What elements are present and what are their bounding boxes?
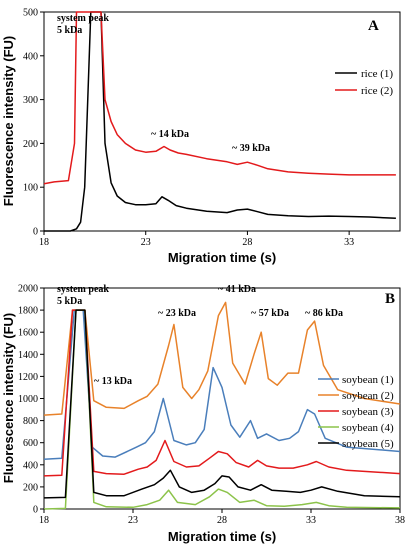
panel-b-annotation-system-peak: system peak bbox=[57, 284, 109, 295]
panel-b-y-tick-label: 600 bbox=[23, 438, 38, 449]
panel-b-y-axis-label: Fluorescence intensity (FU) bbox=[1, 313, 16, 483]
panel-b-legend-soybean-2: soybean (2) bbox=[342, 390, 394, 402]
panel-b-annotation-23kda: ~ 23 kDa bbox=[158, 308, 196, 319]
panel-b-x-tick-label: 33 bbox=[306, 515, 316, 526]
panel-a-x-tick-label: 28 bbox=[242, 237, 252, 248]
panel-b-chart: 18 23 28 33 38 0 200 400 600 800 1000 1200 1400 1600 1… bbox=[1, 284, 405, 545]
panel-a-annotation-system-peak: system peak bbox=[57, 13, 109, 24]
panel-a-y-tick-label: 500 bbox=[23, 8, 38, 19]
panel-b-legend-soybean-5: soybean (5) bbox=[342, 438, 394, 450]
panel-b-ticks: 18 23 28 33 38 0 200 400 600 800 1000 1200 1400 1600 1… bbox=[18, 284, 405, 527]
panel-b-legend-soybean-1: soybean (1) bbox=[342, 374, 394, 386]
panel-a-ticks: 18 23 28 33 0 100 200 300 400 500 bbox=[23, 8, 354, 249]
panel-a-legend: rice (1) rice (2) bbox=[335, 68, 393, 97]
panel-b-x-tick-label: 28 bbox=[217, 515, 227, 526]
panel-b-y-tick-label: 1000 bbox=[18, 394, 38, 405]
panel-b-y-tick-label: 1200 bbox=[18, 372, 38, 383]
panel-a-chart: 18 23 28 33 0 100 200 300 400 500 A system peak 5… bbox=[1, 8, 401, 265]
panel-b-legend-soybean-4: soybean (4) bbox=[342, 422, 394, 434]
panel-b-y-tick-label: 0 bbox=[33, 505, 38, 516]
panel-b-series-soybean-5 bbox=[43, 309, 401, 499]
panel-b-annotation-41kda: ~ 41 kDa bbox=[218, 284, 256, 295]
panel-a-y-tick-label: 200 bbox=[23, 139, 38, 150]
panel-a-legend-rice-1: rice (1) bbox=[361, 68, 393, 80]
panel-b-y-tick-label: 400 bbox=[23, 460, 38, 471]
panel-a-series-rice-2 bbox=[43, 11, 396, 185]
panel-a-y-tick-label: 300 bbox=[23, 95, 38, 106]
panel-b-annotation-5kda: 5 kDa bbox=[57, 296, 82, 307]
panel-b-x-tick-label: 38 bbox=[395, 515, 405, 526]
panel-a-legend-rice-2: rice (2) bbox=[361, 85, 393, 97]
panel-b-legend-soybean-3: soybean (3) bbox=[342, 406, 394, 418]
panel-a-annotation-39kda: ~ 39 kDa bbox=[232, 143, 270, 154]
panel-b-x-axis-label: Migration time (s) bbox=[168, 529, 276, 544]
panel-b-y-tick-label: 200 bbox=[23, 482, 38, 493]
panel-b-y-tick-label: 1600 bbox=[18, 328, 38, 339]
panel-b-legend: soybean (1) soybean (2) soybean (3) soyb… bbox=[318, 374, 394, 450]
panel-b-y-tick-label: 1400 bbox=[18, 350, 38, 361]
panel-a-x-tick-label: 23 bbox=[141, 237, 151, 248]
panel-a-y-axis-label: Fluorescence intensity (FU) bbox=[1, 36, 16, 206]
panel-b-x-tick-label: 18 bbox=[39, 515, 49, 526]
panel-b-annotation-86kda: ~ 86 kDa bbox=[305, 308, 343, 319]
panel-b-series-lines bbox=[43, 301, 401, 510]
panel-a-x-tick-label: 18 bbox=[39, 237, 49, 248]
panel-b-annotation-13kda: ~ 13 kDa bbox=[94, 376, 132, 387]
panel-a-y-tick-label: 100 bbox=[23, 183, 38, 194]
panel-b-y-tick-label: 2000 bbox=[18, 284, 38, 295]
panel-a-series-lines bbox=[43, 11, 396, 232]
panel-a-annotation-14kda: ~ 14 kDa bbox=[151, 129, 189, 140]
panel-b-y-tick-label: 1800 bbox=[18, 306, 38, 317]
panel-b-series-soybean-2 bbox=[43, 301, 401, 416]
panel-a-x-tick-label: 33 bbox=[344, 237, 354, 248]
panel-a-x-axis-label: Migration time (s) bbox=[168, 250, 276, 265]
panel-a-letter: A bbox=[368, 18, 379, 34]
panel-a-annotation-5kda: 5 kDa bbox=[57, 25, 82, 36]
panel-a-y-tick-label: 400 bbox=[23, 51, 38, 62]
panel-a-y-tick-label: 0 bbox=[33, 227, 38, 238]
panel-b-x-tick-label: 23 bbox=[128, 515, 138, 526]
panel-b-series-soybean-1 bbox=[43, 309, 401, 461]
panel-b-series-soybean-3 bbox=[43, 309, 401, 477]
panel-a-series-rice-1 bbox=[44, 11, 396, 232]
panel-b-annotation-57kda: ~ 57 kDa bbox=[251, 308, 289, 319]
panel-b-y-tick-label: 800 bbox=[23, 416, 38, 427]
panel-b-letter: B bbox=[385, 291, 395, 307]
panel-a-plot-frame bbox=[43, 11, 401, 232]
